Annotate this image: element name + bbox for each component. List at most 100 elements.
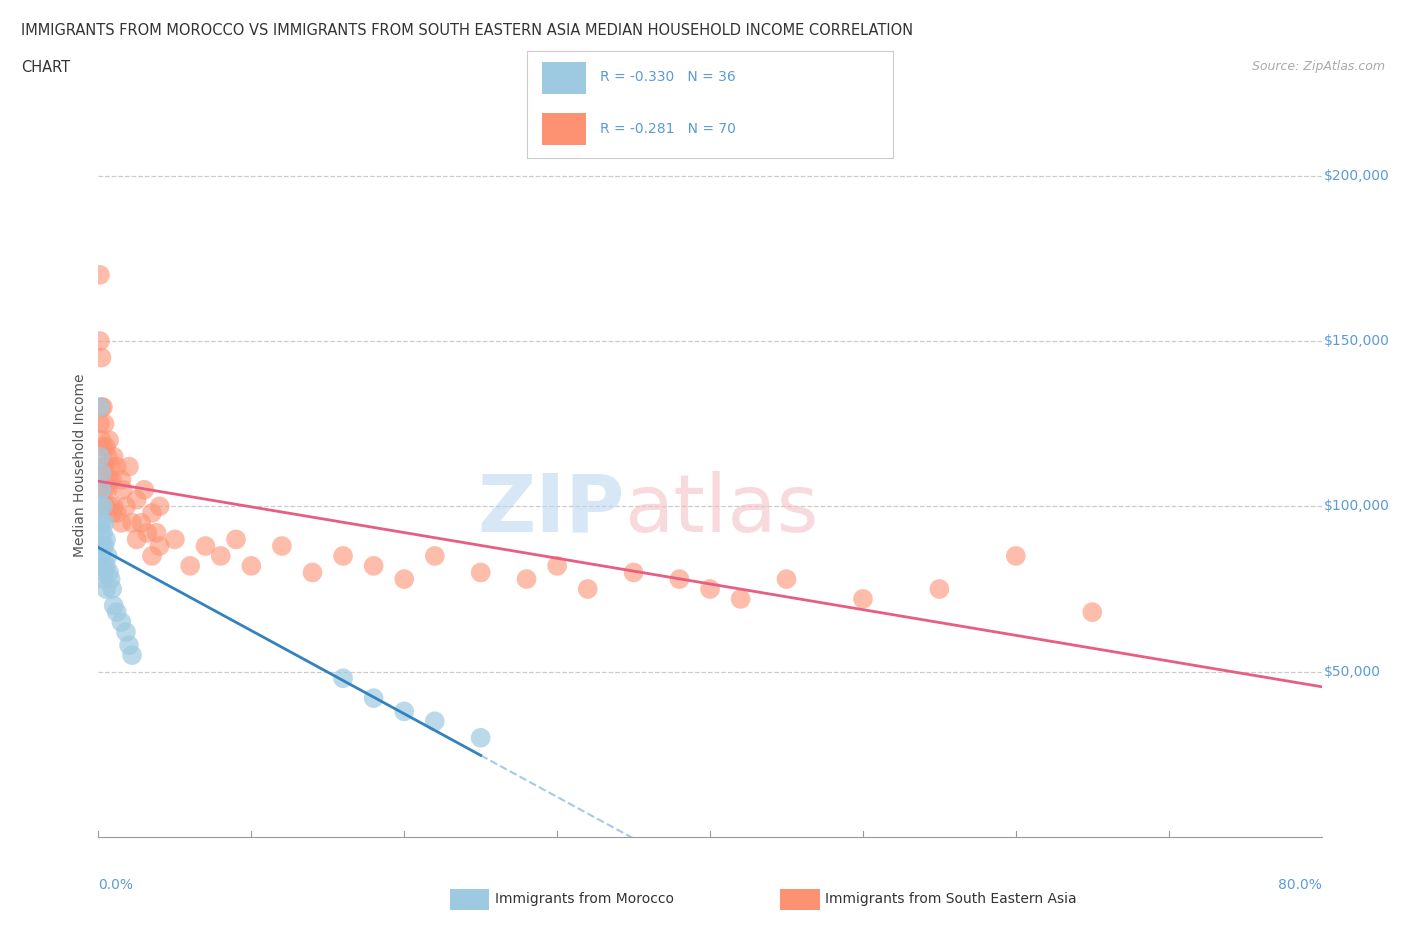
Point xyxy=(1081,604,1104,619)
Point xyxy=(97,483,120,498)
Text: IMMIGRANTS FROM MOROCCO VS IMMIGRANTS FROM SOUTH EASTERN ASIA MEDIAN HOUSEHOLD I: IMMIGRANTS FROM MOROCCO VS IMMIGRANTS FR… xyxy=(21,23,914,38)
Text: $50,000: $50,000 xyxy=(1324,665,1381,679)
Point xyxy=(89,334,111,349)
Point xyxy=(121,647,143,662)
Point xyxy=(98,432,121,447)
Point xyxy=(93,515,115,530)
Point xyxy=(93,417,115,432)
Point xyxy=(91,525,114,540)
Point xyxy=(301,565,323,580)
Point xyxy=(699,581,721,596)
Point xyxy=(134,483,156,498)
Point xyxy=(105,506,128,521)
Point xyxy=(91,459,114,474)
Point xyxy=(93,483,115,498)
Text: R = -0.330   N = 36: R = -0.330 N = 36 xyxy=(600,71,737,85)
Point xyxy=(97,449,120,464)
Point xyxy=(94,558,117,573)
Point xyxy=(392,572,416,587)
Point xyxy=(103,498,125,513)
Point xyxy=(149,538,172,553)
Point xyxy=(91,439,114,454)
Point xyxy=(332,671,354,685)
Point xyxy=(363,691,385,706)
Point xyxy=(423,549,446,564)
Point xyxy=(136,525,159,540)
Point xyxy=(89,449,111,464)
Bar xyxy=(541,62,586,94)
Point xyxy=(100,498,122,513)
Point xyxy=(141,549,163,564)
Text: CHART: CHART xyxy=(21,60,70,75)
Point xyxy=(118,638,141,653)
Point xyxy=(576,581,599,596)
Point xyxy=(121,515,143,530)
Point xyxy=(852,591,875,606)
Text: ZIP: ZIP xyxy=(477,471,624,549)
Point xyxy=(111,483,134,498)
Point xyxy=(730,591,752,606)
Point xyxy=(105,459,128,474)
Point xyxy=(103,449,125,464)
Point xyxy=(89,268,111,283)
Point xyxy=(98,472,121,487)
Point xyxy=(93,538,115,553)
Point xyxy=(392,704,416,719)
Text: R = -0.281   N = 70: R = -0.281 N = 70 xyxy=(600,122,737,136)
Point xyxy=(93,565,115,580)
Point xyxy=(163,532,186,547)
Point xyxy=(668,572,690,587)
Point xyxy=(94,498,117,513)
Point xyxy=(97,549,120,564)
Point xyxy=(89,417,111,432)
Point xyxy=(194,538,217,553)
Point xyxy=(470,565,492,580)
Point xyxy=(91,400,114,415)
Point xyxy=(90,350,112,365)
Point xyxy=(115,498,138,513)
Point xyxy=(115,625,138,640)
Point xyxy=(93,459,115,474)
Point xyxy=(110,515,132,530)
Point xyxy=(90,483,112,498)
Y-axis label: Median Household Income: Median Household Income xyxy=(73,373,87,557)
Point xyxy=(91,572,114,587)
Point xyxy=(90,400,112,415)
Text: 80.0%: 80.0% xyxy=(1278,878,1322,892)
Point xyxy=(516,572,538,587)
Point xyxy=(149,498,172,513)
Point xyxy=(240,558,263,573)
Point xyxy=(94,581,117,596)
Point xyxy=(775,572,797,587)
Point xyxy=(546,558,568,573)
Point xyxy=(209,549,232,564)
Point xyxy=(470,730,492,745)
Text: atlas: atlas xyxy=(624,471,818,549)
Point xyxy=(125,492,148,507)
Point xyxy=(90,466,112,481)
Text: $100,000: $100,000 xyxy=(1324,499,1391,513)
Point xyxy=(94,532,117,547)
Point xyxy=(179,558,201,573)
Point xyxy=(225,532,247,547)
Point xyxy=(91,538,114,553)
Point xyxy=(91,483,114,498)
Point xyxy=(98,565,121,580)
Point xyxy=(623,565,645,580)
Point xyxy=(89,400,111,415)
Point xyxy=(90,532,112,547)
Point xyxy=(90,515,112,530)
Point xyxy=(105,604,128,619)
Point xyxy=(928,581,950,596)
Point xyxy=(103,598,125,613)
Text: 0.0%: 0.0% xyxy=(98,878,134,892)
Point xyxy=(100,459,122,474)
Text: $150,000: $150,000 xyxy=(1324,334,1391,348)
Point xyxy=(91,558,114,573)
Point xyxy=(118,459,141,474)
Bar xyxy=(541,113,586,145)
Point xyxy=(90,466,112,481)
Point xyxy=(90,549,112,564)
Point xyxy=(423,714,446,729)
Point xyxy=(89,515,111,530)
